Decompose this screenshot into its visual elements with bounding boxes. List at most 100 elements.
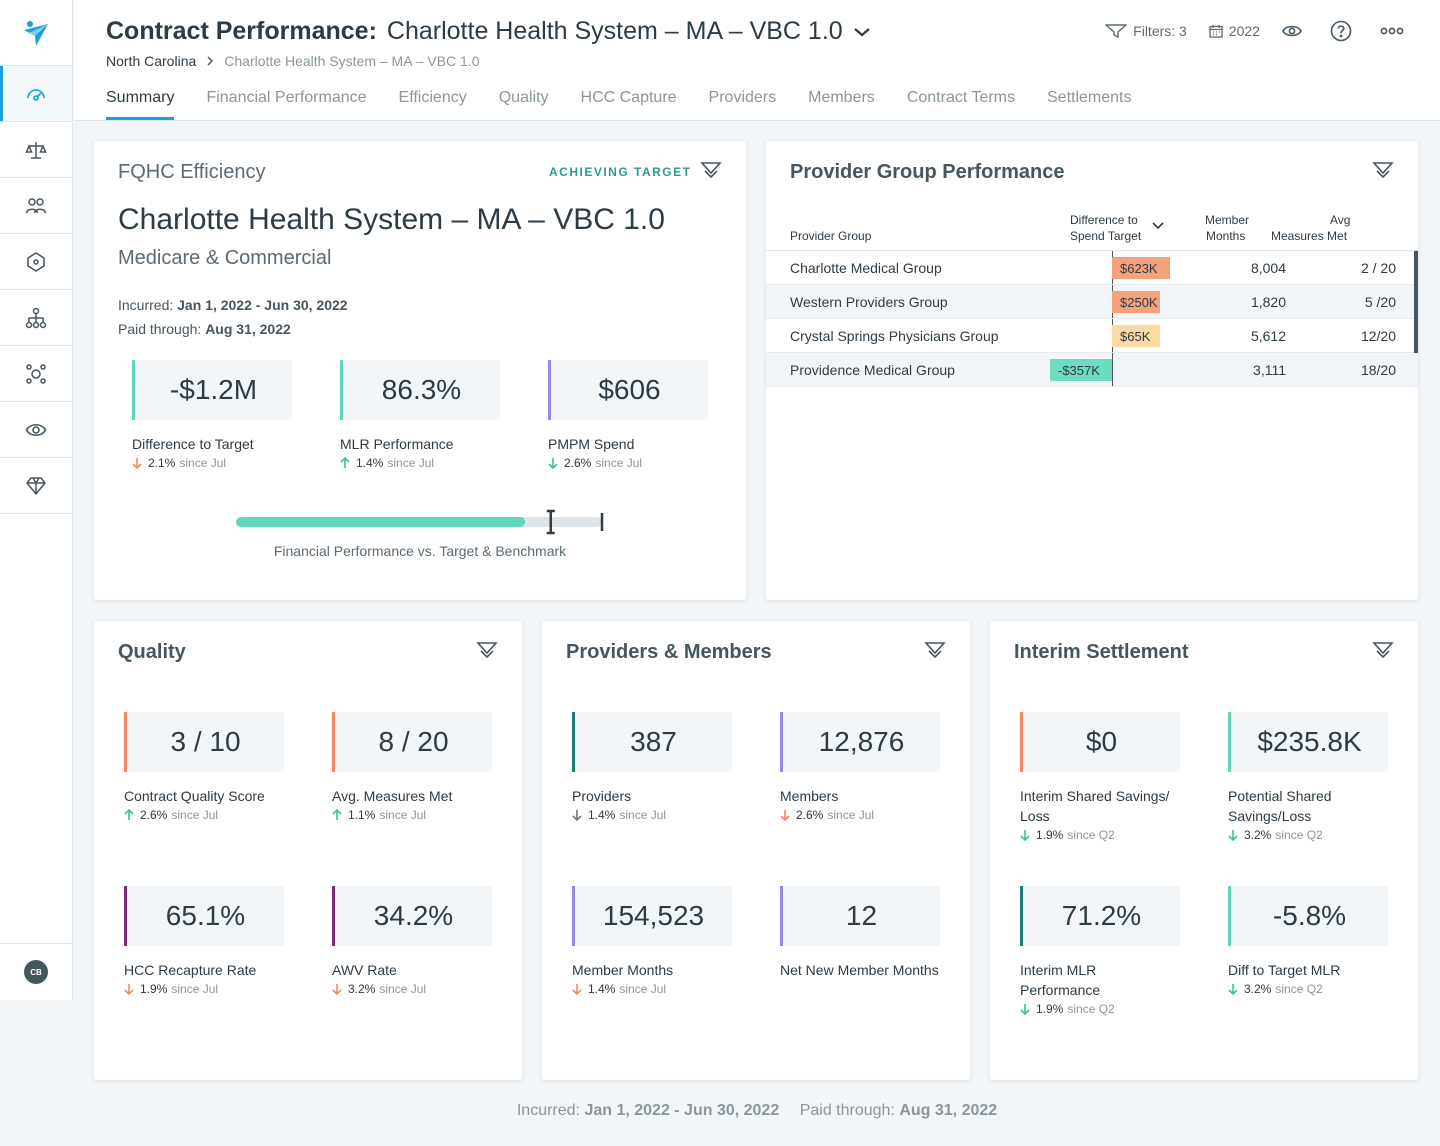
sidebar-item-members[interactable] — [0, 178, 72, 234]
year-button[interactable]: 2022 — [1209, 23, 1260, 39]
tab-settlements[interactable]: Settlements — [1047, 89, 1132, 106]
more-button[interactable] — [1380, 27, 1410, 35]
card-menu-button[interactable] — [1372, 161, 1394, 184]
member-months: 8,004 — [1250, 260, 1286, 276]
kpi-awv-rate[interactable]: 34.2% AWV Rate 3.2% since Jul — [332, 886, 492, 996]
kpi-delta-period: since Q2 — [1275, 982, 1323, 996]
sidebar-item-premium[interactable] — [0, 458, 72, 514]
sidebar-item-contracts[interactable] — [0, 122, 72, 178]
table-row[interactable]: Crystal Springs Physicians Group $65K 5,61… — [766, 319, 1418, 353]
tab-providers[interactable]: Providers — [708, 89, 777, 106]
kpi-mlr-performance[interactable]: 86.3% MLR Performance 1.4% since Jul — [340, 360, 500, 470]
kpi-delta-value: 1.4% — [356, 456, 384, 470]
kpi-diff-to-target-mlr[interactable]: -5.8% Diff to Target MLR 3.2% since Q2 — [1228, 886, 1388, 996]
kpi-value: $0 — [1020, 712, 1180, 772]
title-row: Contract Performance: Charlotte Health S… — [106, 17, 871, 46]
avatar[interactable]: CB — [24, 960, 48, 984]
kpi-delta: 3.2% since Q2 — [1228, 982, 1388, 996]
kpi-delta-period: since Q2 — [1067, 828, 1115, 842]
arrow-down-icon — [1020, 830, 1030, 841]
kpi-members[interactable]: 12,876 Members 2.6% since Jul — [780, 712, 940, 822]
card-menu-button[interactable] — [924, 641, 946, 664]
kpi-avg-measures-met[interactable]: 8 / 20 Avg. Measures Met 1.1% since Jul — [332, 712, 492, 822]
col-difference-line1[interactable]: Difference to — [1070, 213, 1138, 227]
chevron-down-icon[interactable] — [853, 26, 871, 38]
tab-financial-performance[interactable]: Financial Performance — [206, 89, 367, 106]
kpi-delta-period: since Q2 — [1067, 1002, 1115, 1016]
table-row[interactable]: Charlotte Medical Group $623K 8,004 2 / 20 — [766, 251, 1418, 285]
filters-button[interactable]: Filters: 3 — [1105, 23, 1187, 39]
tab-summary[interactable]: Summary — [106, 89, 175, 120]
kpi-net-new-member-months[interactable]: 12 Net New Member Months — [780, 886, 940, 980]
table-row[interactable]: Providence Medical Group -$357K 3,111 18/20 — [766, 353, 1418, 387]
sidebar-item-dashboard[interactable] — [0, 66, 72, 122]
kpi-delta: 1.9% since Q2 — [1020, 1002, 1180, 1016]
kpi-delta-value: 1.4% — [588, 982, 616, 996]
col-avg-measures-line2[interactable]: Measures Met — [1271, 229, 1348, 243]
kpi-label: Diff to Target MLR — [1228, 962, 1341, 978]
progress-fill — [236, 517, 526, 527]
sidebar-user[interactable]: CB — [0, 943, 72, 1000]
kpi-delta: 3.2% since Jul — [332, 982, 492, 996]
col-provider-group[interactable]: Provider Group — [790, 229, 872, 243]
incurred-label: Incurred: — [118, 297, 174, 313]
kpi-potential-shared-savings-loss[interactable]: $235.8K Potential Shared Savings/Loss 3.2%… — [1228, 712, 1388, 842]
card-menu-button[interactable] — [700, 161, 722, 184]
sort-desc-icon[interactable] — [1152, 222, 1164, 230]
tab-hcc-capture[interactable]: HCC Capture — [580, 89, 677, 106]
kpi-label: Interim Shared Savings/ Loss — [1020, 788, 1170, 824]
kpi-interim-shared-savings-loss[interactable]: $0 Interim Shared Savings/ Loss 1.9% since … — [1020, 712, 1180, 842]
tab-members[interactable]: Members — [808, 89, 875, 106]
col-avg-measures-line1[interactable]: Avg — [1330, 213, 1351, 227]
kpi-contract-quality-score[interactable]: 3 / 10 Contract Quality Score 2.6% since Ju… — [124, 712, 284, 822]
arrow-up-icon — [340, 457, 350, 468]
col-member-months-line1[interactable]: Member — [1205, 213, 1250, 227]
efficiency-card: FQHC Efficiency ACHIEVING TARGET Charlot… — [94, 141, 746, 600]
arrow-down-icon — [548, 458, 558, 469]
logo-icon — [24, 20, 48, 46]
kpi-delta-value: 2.6% — [564, 456, 592, 470]
col-difference-line2[interactable]: Spend Target — [1070, 229, 1142, 243]
kpi-delta-value: 1.4% — [588, 808, 616, 822]
sidebar-item-hub[interactable] — [0, 346, 72, 402]
sidebar-item-view[interactable] — [0, 402, 72, 458]
kpi-hcc-recapture-rate[interactable]: 65.1% HCC Recapture Rate 1.9% since Jul — [124, 886, 284, 996]
help-button[interactable] — [1330, 20, 1358, 42]
app-logo[interactable] — [0, 0, 72, 66]
member-months: 1,820 — [1250, 294, 1286, 310]
kpi-delta-value: 1.1% — [348, 808, 376, 822]
provider-group-name: Crystal Springs Physicians Group — [790, 328, 999, 344]
breadcrumb-item-state[interactable]: North Carolina — [106, 53, 197, 69]
status-badge: ACHIEVING TARGET — [549, 165, 692, 179]
users-icon — [25, 197, 47, 213]
card-menu-button[interactable] — [1372, 641, 1394, 664]
view-button[interactable] — [1282, 24, 1308, 38]
tab-quality[interactable]: Quality — [498, 89, 549, 106]
kpi-delta-period: since Jul — [379, 982, 427, 996]
contract-selector[interactable]: Charlotte Health System – MA – VBC 1.0 — [386, 17, 843, 45]
provider-group-name: Western Providers Group — [790, 294, 948, 310]
footer-paid-label: Paid through: — [799, 1102, 895, 1119]
kpi-interim-mlr-performance[interactable]: 71.2% Interim MLR Performance 1.9% since Q2 — [1020, 886, 1180, 1016]
settlement-card: Interim Settlement $0 Interim Shared Savi… — [990, 621, 1418, 1080]
kpi-value: -5.8% — [1228, 886, 1388, 946]
kpi-difference-to-target[interactable]: -$1.2M Difference to Target 2.1% since Jul — [132, 360, 292, 470]
kpi-pmpm-spend[interactable]: $606 PMPM Spend 2.6% since Jul — [548, 360, 708, 470]
card-menu-button[interactable] — [476, 641, 498, 664]
kpi-value: 65.1% — [124, 886, 284, 946]
kpi-providers[interactable]: 387 Providers 1.4% since Jul — [572, 712, 732, 822]
kpi-delta: 2.6% since Jul — [124, 808, 284, 822]
scrollbar[interactable] — [1414, 251, 1418, 353]
kpi-delta-period: since Jul — [827, 808, 875, 822]
col-member-months-line2[interactable]: Months — [1206, 229, 1246, 243]
kpi-member-months[interactable]: 154,523 Member Months 1.4% since Jul — [572, 886, 732, 996]
kpi-delta: 1.1% since Jul — [332, 808, 492, 822]
sidebar-item-network[interactable] — [0, 234, 72, 290]
sidebar-item-hierarchy[interactable] — [0, 290, 72, 346]
tab-efficiency[interactable]: Efficiency — [398, 89, 467, 106]
kpi-delta: 1.9% since Q2 — [1020, 828, 1180, 842]
arrow-down-icon — [1020, 1004, 1030, 1015]
kpi-label: PMPM Spend — [548, 436, 635, 452]
table-row[interactable]: Western Providers Group $250K 1,820 5 /20 — [766, 285, 1418, 319]
tab-contract-terms[interactable]: Contract Terms — [906, 89, 1015, 106]
